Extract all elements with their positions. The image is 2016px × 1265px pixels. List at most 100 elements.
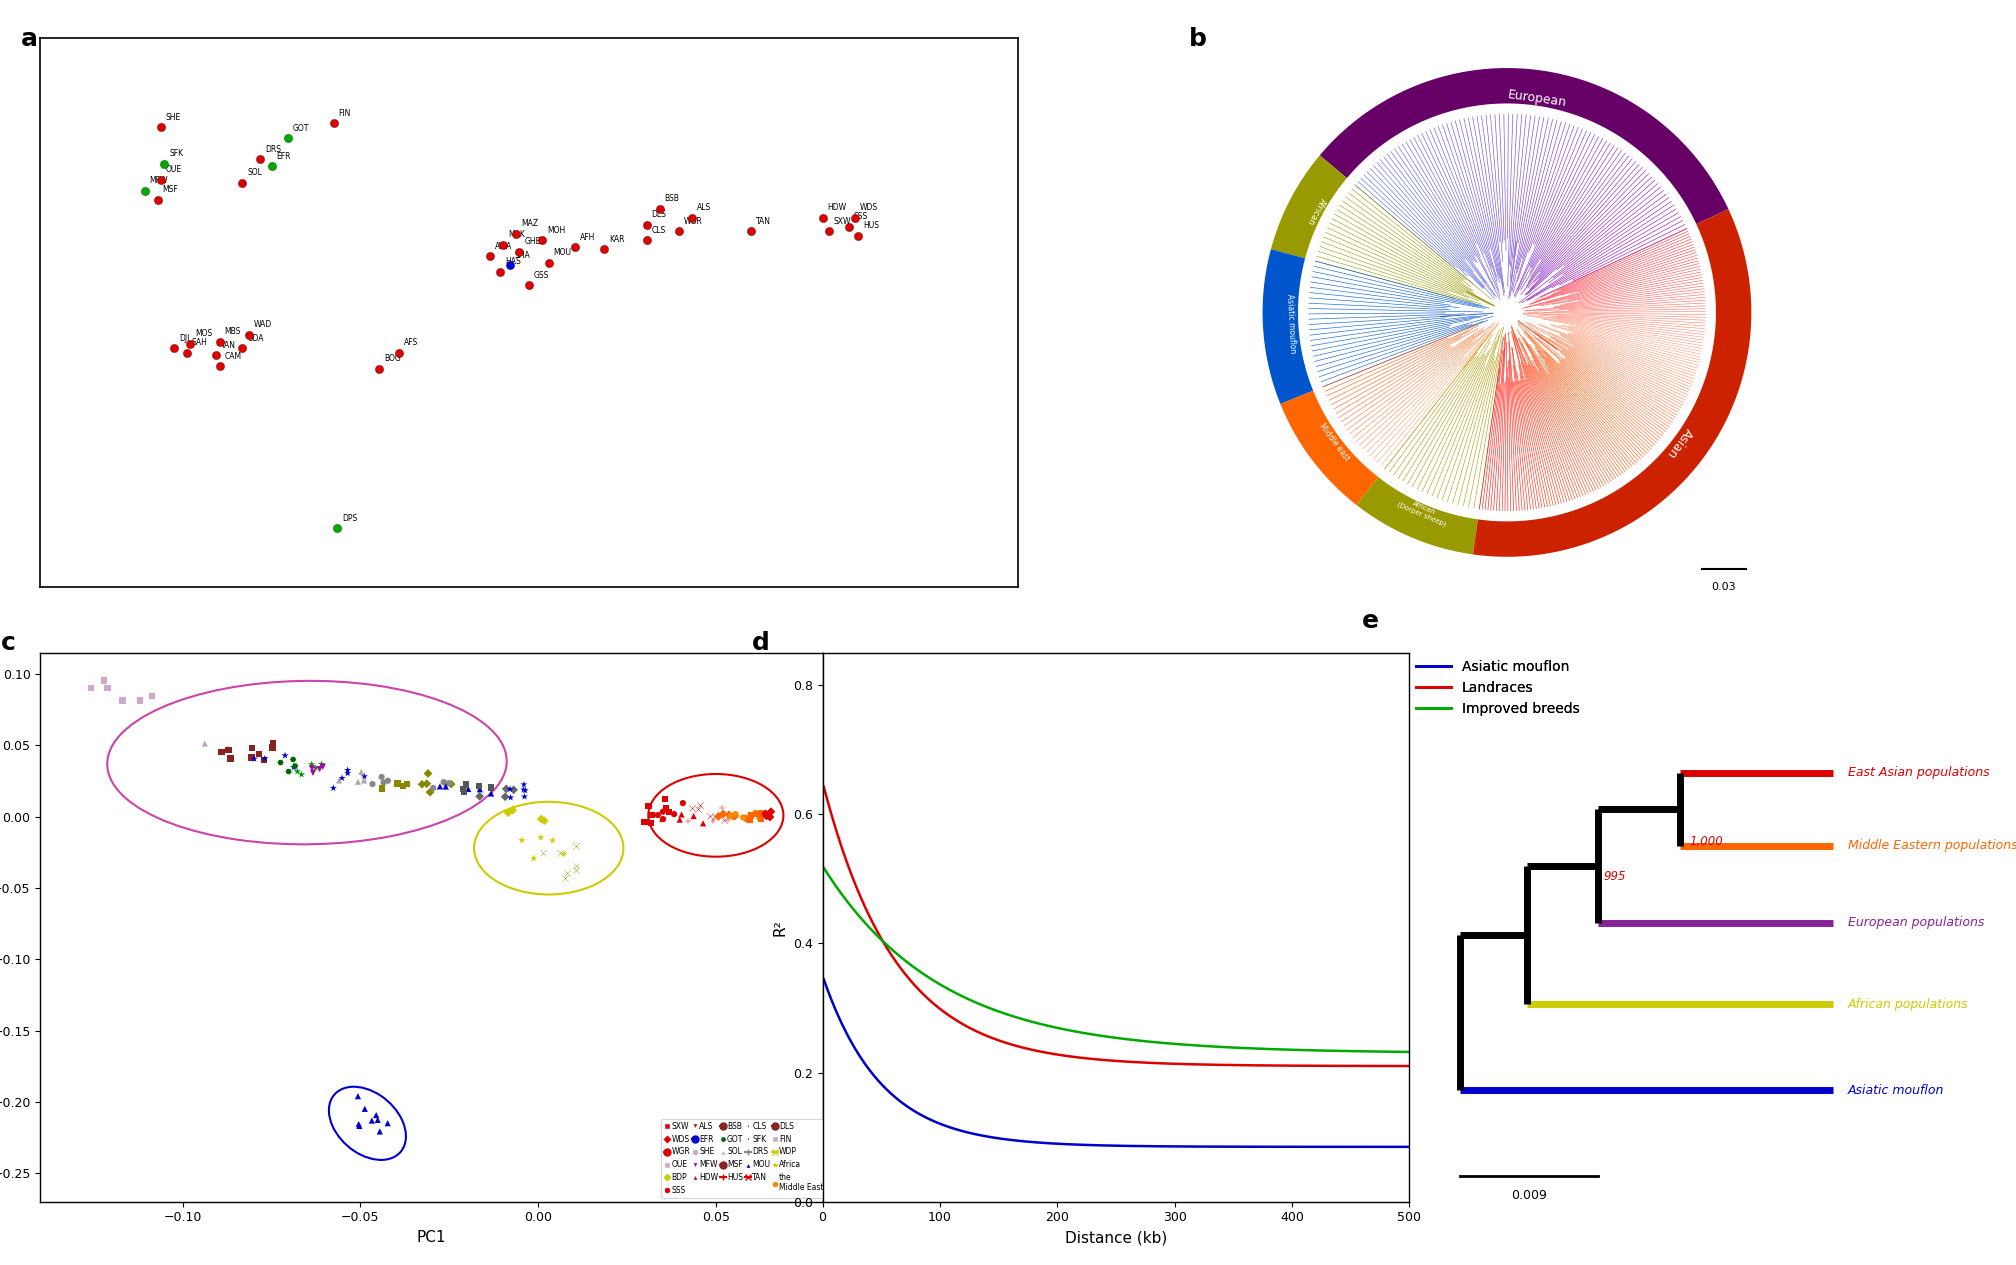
Point [754, 802, 786, 822]
Point [278, 756, 310, 777]
Point [641, 805, 673, 825]
Point [317, 778, 349, 798]
Point [548, 868, 581, 888]
Asiatic mouflon [1381, 1140, 1405, 1155]
Text: African
(Dorper sheep): African (Dorper sheep) [1395, 495, 1450, 528]
Point [718, 806, 750, 826]
Point [649, 789, 681, 810]
Point [349, 770, 381, 791]
Point [645, 808, 677, 829]
Point [657, 805, 689, 825]
Point [754, 807, 786, 827]
Point [435, 774, 468, 794]
Text: MOH: MOH [546, 226, 564, 235]
Text: BSB: BSB [665, 195, 679, 204]
Point [206, 743, 238, 763]
Text: FIN: FIN [339, 109, 351, 118]
Point [423, 777, 456, 797]
Text: SSS: SSS [853, 213, 867, 221]
Point [720, 805, 752, 825]
Point [702, 806, 734, 826]
Point [361, 1109, 393, 1130]
Point [391, 774, 423, 794]
Text: HUS: HUS [863, 221, 879, 230]
Point [296, 763, 329, 783]
Point [490, 787, 522, 807]
Text: HAS: HAS [504, 258, 520, 267]
Point [744, 808, 776, 829]
Text: EFR: EFR [276, 152, 290, 161]
Point [357, 774, 389, 794]
Text: WDS: WDS [861, 204, 879, 213]
Point [306, 756, 339, 777]
Point [740, 803, 772, 824]
Point [524, 808, 556, 829]
Text: Middle east: Middle east [1318, 423, 1351, 463]
X-axis label: PC1: PC1 [417, 1230, 446, 1245]
Text: HDW: HDW [827, 204, 847, 213]
Point [498, 779, 530, 799]
Point [361, 1104, 393, 1125]
Point [524, 827, 556, 848]
Point [256, 737, 288, 758]
Point [433, 773, 466, 793]
Point [236, 737, 268, 758]
Text: SOL: SOL [248, 168, 262, 177]
Point [258, 734, 290, 754]
Point [708, 803, 740, 824]
Text: DJI: DJI [179, 334, 190, 343]
Point [349, 1099, 381, 1120]
Point [490, 779, 522, 799]
Text: AFS: AFS [403, 339, 417, 348]
Text: 0.009: 0.009 [1512, 1189, 1546, 1202]
Polygon shape [1270, 156, 1347, 258]
Landraces [841, 873, 865, 888]
Y-axis label: R²: R² [772, 918, 788, 936]
Line: Asiatic mouflon: Asiatic mouflon [825, 979, 1409, 1147]
Point [464, 779, 496, 799]
Asiatic mouflon [1272, 1140, 1296, 1155]
Text: European populations: European populations [1849, 916, 1984, 930]
Point [306, 754, 339, 774]
Point [649, 798, 681, 818]
Text: African populations: African populations [1849, 998, 1968, 1011]
Asiatic mouflon [1397, 1140, 1421, 1155]
Point [635, 805, 667, 825]
Point [506, 830, 538, 850]
Point [107, 691, 139, 711]
Point [405, 774, 437, 794]
Landraces [1397, 1059, 1421, 1074]
Point [236, 748, 268, 768]
Point [528, 811, 560, 831]
Point [448, 779, 480, 799]
Text: MOS: MOS [196, 329, 212, 339]
Line: Landraces: Landraces [825, 787, 1409, 1066]
Point [544, 842, 577, 863]
Point [304, 759, 337, 779]
Point [730, 808, 762, 829]
Text: SXW: SXW [835, 216, 851, 226]
Point [448, 782, 480, 802]
Point [508, 787, 540, 807]
Text: SAH: SAH [192, 339, 208, 348]
Point [75, 678, 107, 698]
Landraces [1097, 1052, 1121, 1068]
Point [560, 860, 593, 880]
Text: WAD: WAD [254, 320, 272, 329]
Point [363, 1121, 395, 1141]
Point [708, 811, 740, 831]
Text: DPS: DPS [343, 514, 357, 522]
Point [494, 779, 526, 799]
Polygon shape [1262, 249, 1312, 404]
Point [496, 799, 528, 820]
Text: KAR: KAR [609, 235, 625, 244]
Text: Asiatic mouflon: Asiatic mouflon [1849, 1084, 1943, 1097]
Point [212, 739, 244, 759]
Point [371, 770, 403, 791]
Point [248, 750, 280, 770]
Point [728, 807, 760, 827]
Point [671, 811, 704, 831]
Point [633, 796, 665, 816]
Point [429, 777, 462, 797]
Point [635, 813, 667, 834]
